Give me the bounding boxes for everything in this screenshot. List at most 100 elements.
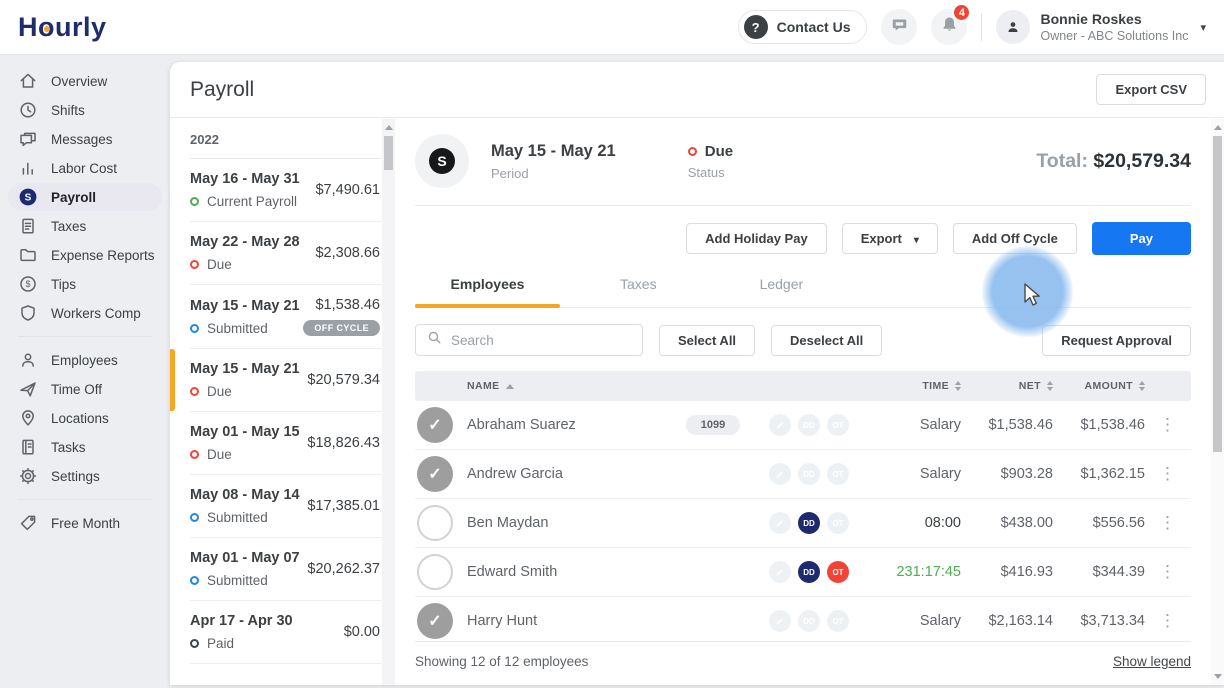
select-all-button[interactable]: Select All [659, 324, 756, 356]
payroll-coin-icon: S [18, 187, 38, 207]
messages-button[interactable] [881, 9, 918, 45]
sidebar-item-label: Tasks [51, 439, 86, 455]
sidebar-item-labor-cost[interactable]: Labor Cost [8, 154, 162, 182]
search-field[interactable] [415, 324, 643, 356]
row-menu-button[interactable]: ⋮ [1159, 513, 1177, 532]
column-name[interactable]: NAME [467, 380, 657, 392]
sidebar-item-time-off[interactable]: Time Off [8, 375, 162, 403]
overtime-badge[interactable]: OT [827, 463, 849, 485]
add-holiday-pay-button[interactable]: Add Holiday Pay [686, 223, 827, 254]
scrollbar-thumb[interactable] [384, 136, 393, 170]
period-range: May 01 - May 15 [190, 424, 300, 440]
row-checkbox[interactable]: ✓ [417, 554, 453, 590]
row-menu-button[interactable]: ⋮ [1159, 415, 1177, 434]
payroll-avatar: S [415, 134, 469, 188]
overtime-badge[interactable]: OT [827, 561, 849, 583]
scroll-up-icon[interactable] [384, 125, 393, 130]
payroll-period-item[interactable]: May 22 - May 28 Due $2,308.66 [190, 222, 382, 285]
payroll-period-item[interactable]: May 15 - May 21 Submitted $1,538.46 OFF … [190, 285, 382, 349]
user-menu[interactable]: Bonnie Roskes Owner - ABC Solutions Inc … [996, 10, 1206, 44]
add-off-cycle-button[interactable]: Add Off Cycle [952, 223, 1077, 254]
sidebar-item-messages[interactable]: Messages [8, 125, 162, 153]
payroll-period-item[interactable]: May 01 - May 15 Due $18,826.43 [190, 412, 382, 475]
payroll-period-item[interactable]: May 16 - May 31 Current Payroll $7,490.6… [190, 159, 382, 222]
employee-row-abraham-suarez: ✓ Abraham Suarez 1099 DD OT Salary $1,53… [415, 401, 1191, 450]
chevron-down-icon[interactable]: ▾ [1200, 21, 1206, 34]
sidebar-item-expense-reports[interactable]: Expense Reports [8, 241, 162, 269]
tab-employees[interactable]: Employees [415, 263, 560, 308]
search-input[interactable] [451, 332, 631, 348]
row-checkbox[interactable]: ✓ [417, 456, 453, 492]
sidebar-item-overview[interactable]: Overview [8, 67, 162, 95]
time-value: Salary [919, 613, 961, 629]
status-dot [190, 450, 199, 459]
time-value: Salary [919, 417, 961, 433]
overtime-badge[interactable]: OT [827, 512, 849, 534]
status-dot [190, 260, 199, 269]
request-approval-button[interactable]: Request Approval [1042, 324, 1191, 356]
row-menu-button[interactable]: ⋮ [1159, 464, 1177, 483]
column-time[interactable]: TIME [875, 380, 961, 392]
sidebar-item-label: Shifts [51, 102, 85, 118]
tab-ledger[interactable]: Ledger [759, 276, 804, 292]
status-label: Due [207, 447, 232, 462]
scrollbar-thumb[interactable] [1213, 136, 1222, 452]
payroll-period-list: 2022 May 16 - May 31 Current Payroll $7,… [170, 119, 382, 685]
row-checkbox[interactable]: ✓ [417, 505, 453, 541]
period-list-scrollbar[interactable] [382, 119, 395, 685]
payroll-period-item[interactable]: May 15 - May 21 Due $20,579.34 [170, 349, 382, 412]
user-name: Bonnie Roskes [1040, 11, 1142, 28]
detail-scrollbar[interactable] [1211, 119, 1224, 685]
detail-period-label: Period [491, 165, 529, 181]
notifications-button[interactable]: 4 [931, 3, 972, 45]
payroll-period-item[interactable]: Apr 17 - Apr 30 Paid $0.00 [190, 601, 382, 664]
edit-pencil-icon[interactable] [769, 512, 791, 534]
edit-pencil-icon[interactable] [769, 414, 791, 436]
shield-icon [18, 303, 38, 323]
direct-deposit-badge[interactable]: DD [798, 512, 820, 534]
sidebar-item-free-month[interactable]: Free Month [8, 509, 162, 537]
net-value: $416.93 [1000, 564, 1053, 580]
direct-deposit-badge[interactable]: DD [798, 610, 820, 632]
scroll-up-icon[interactable] [1213, 125, 1222, 130]
sort-icon [1047, 381, 1053, 391]
sidebar-item-workers-comp[interactable]: Workers Comp [8, 299, 162, 327]
contact-us-button[interactable]: ? Contact Us [737, 10, 868, 44]
direct-deposit-badge[interactable]: DD [798, 463, 820, 485]
deselect-all-button[interactable]: Deselect All [771, 324, 883, 356]
direct-deposit-badge[interactable]: DD [798, 561, 820, 583]
status-dot [190, 576, 199, 585]
row-menu-button[interactable]: ⋮ [1159, 562, 1177, 581]
period-amount: $20,579.34 [307, 372, 380, 388]
show-legend-link[interactable]: Show legend [1112, 654, 1191, 669]
period-amount: $17,385.01 [307, 498, 380, 514]
overtime-badge[interactable]: OT [827, 610, 849, 632]
column-net[interactable]: NET [961, 380, 1053, 392]
sidebar-item-payroll[interactable]: S Payroll [8, 183, 162, 211]
sidebar-item-label: Tips [51, 276, 77, 292]
sidebar-item-shifts[interactable]: Shifts [8, 96, 162, 124]
sidebar-item-locations[interactable]: Locations [8, 404, 162, 432]
sidebar-item-settings[interactable]: Settings [8, 462, 162, 490]
pay-button[interactable]: Pay [1091, 222, 1191, 255]
sidebar-item-employees[interactable]: Employees [8, 346, 162, 374]
overtime-badge[interactable]: OT [827, 414, 849, 436]
export-button[interactable]: Export ▾ [841, 223, 938, 254]
edit-pencil-icon[interactable] [769, 610, 791, 632]
sidebar-item-taxes[interactable]: Taxes [8, 212, 162, 240]
payroll-period-item[interactable]: May 08 - May 14 Submitted $17,385.01 [190, 475, 382, 538]
direct-deposit-badge[interactable]: DD [798, 414, 820, 436]
edit-pencil-icon[interactable] [769, 463, 791, 485]
export-csv-button[interactable]: Export CSV [1096, 74, 1206, 105]
row-checkbox[interactable]: ✓ [417, 407, 453, 443]
payroll-period-item[interactable]: May 01 - May 07 Submitted $20,262.37 [190, 538, 382, 601]
row-checkbox[interactable]: ✓ [417, 603, 453, 639]
sidebar-item-tasks[interactable]: Tasks [8, 433, 162, 461]
amount-value: $556.56 [1092, 515, 1145, 531]
tab-taxes[interactable]: Taxes [620, 276, 657, 292]
sidebar-item-tips[interactable]: $ Tips [8, 270, 162, 298]
edit-pencil-icon[interactable] [769, 561, 791, 583]
row-menu-button[interactable]: ⋮ [1159, 611, 1177, 630]
column-amount[interactable]: AMOUNT [1053, 380, 1145, 392]
scroll-down-icon[interactable] [1213, 674, 1222, 679]
